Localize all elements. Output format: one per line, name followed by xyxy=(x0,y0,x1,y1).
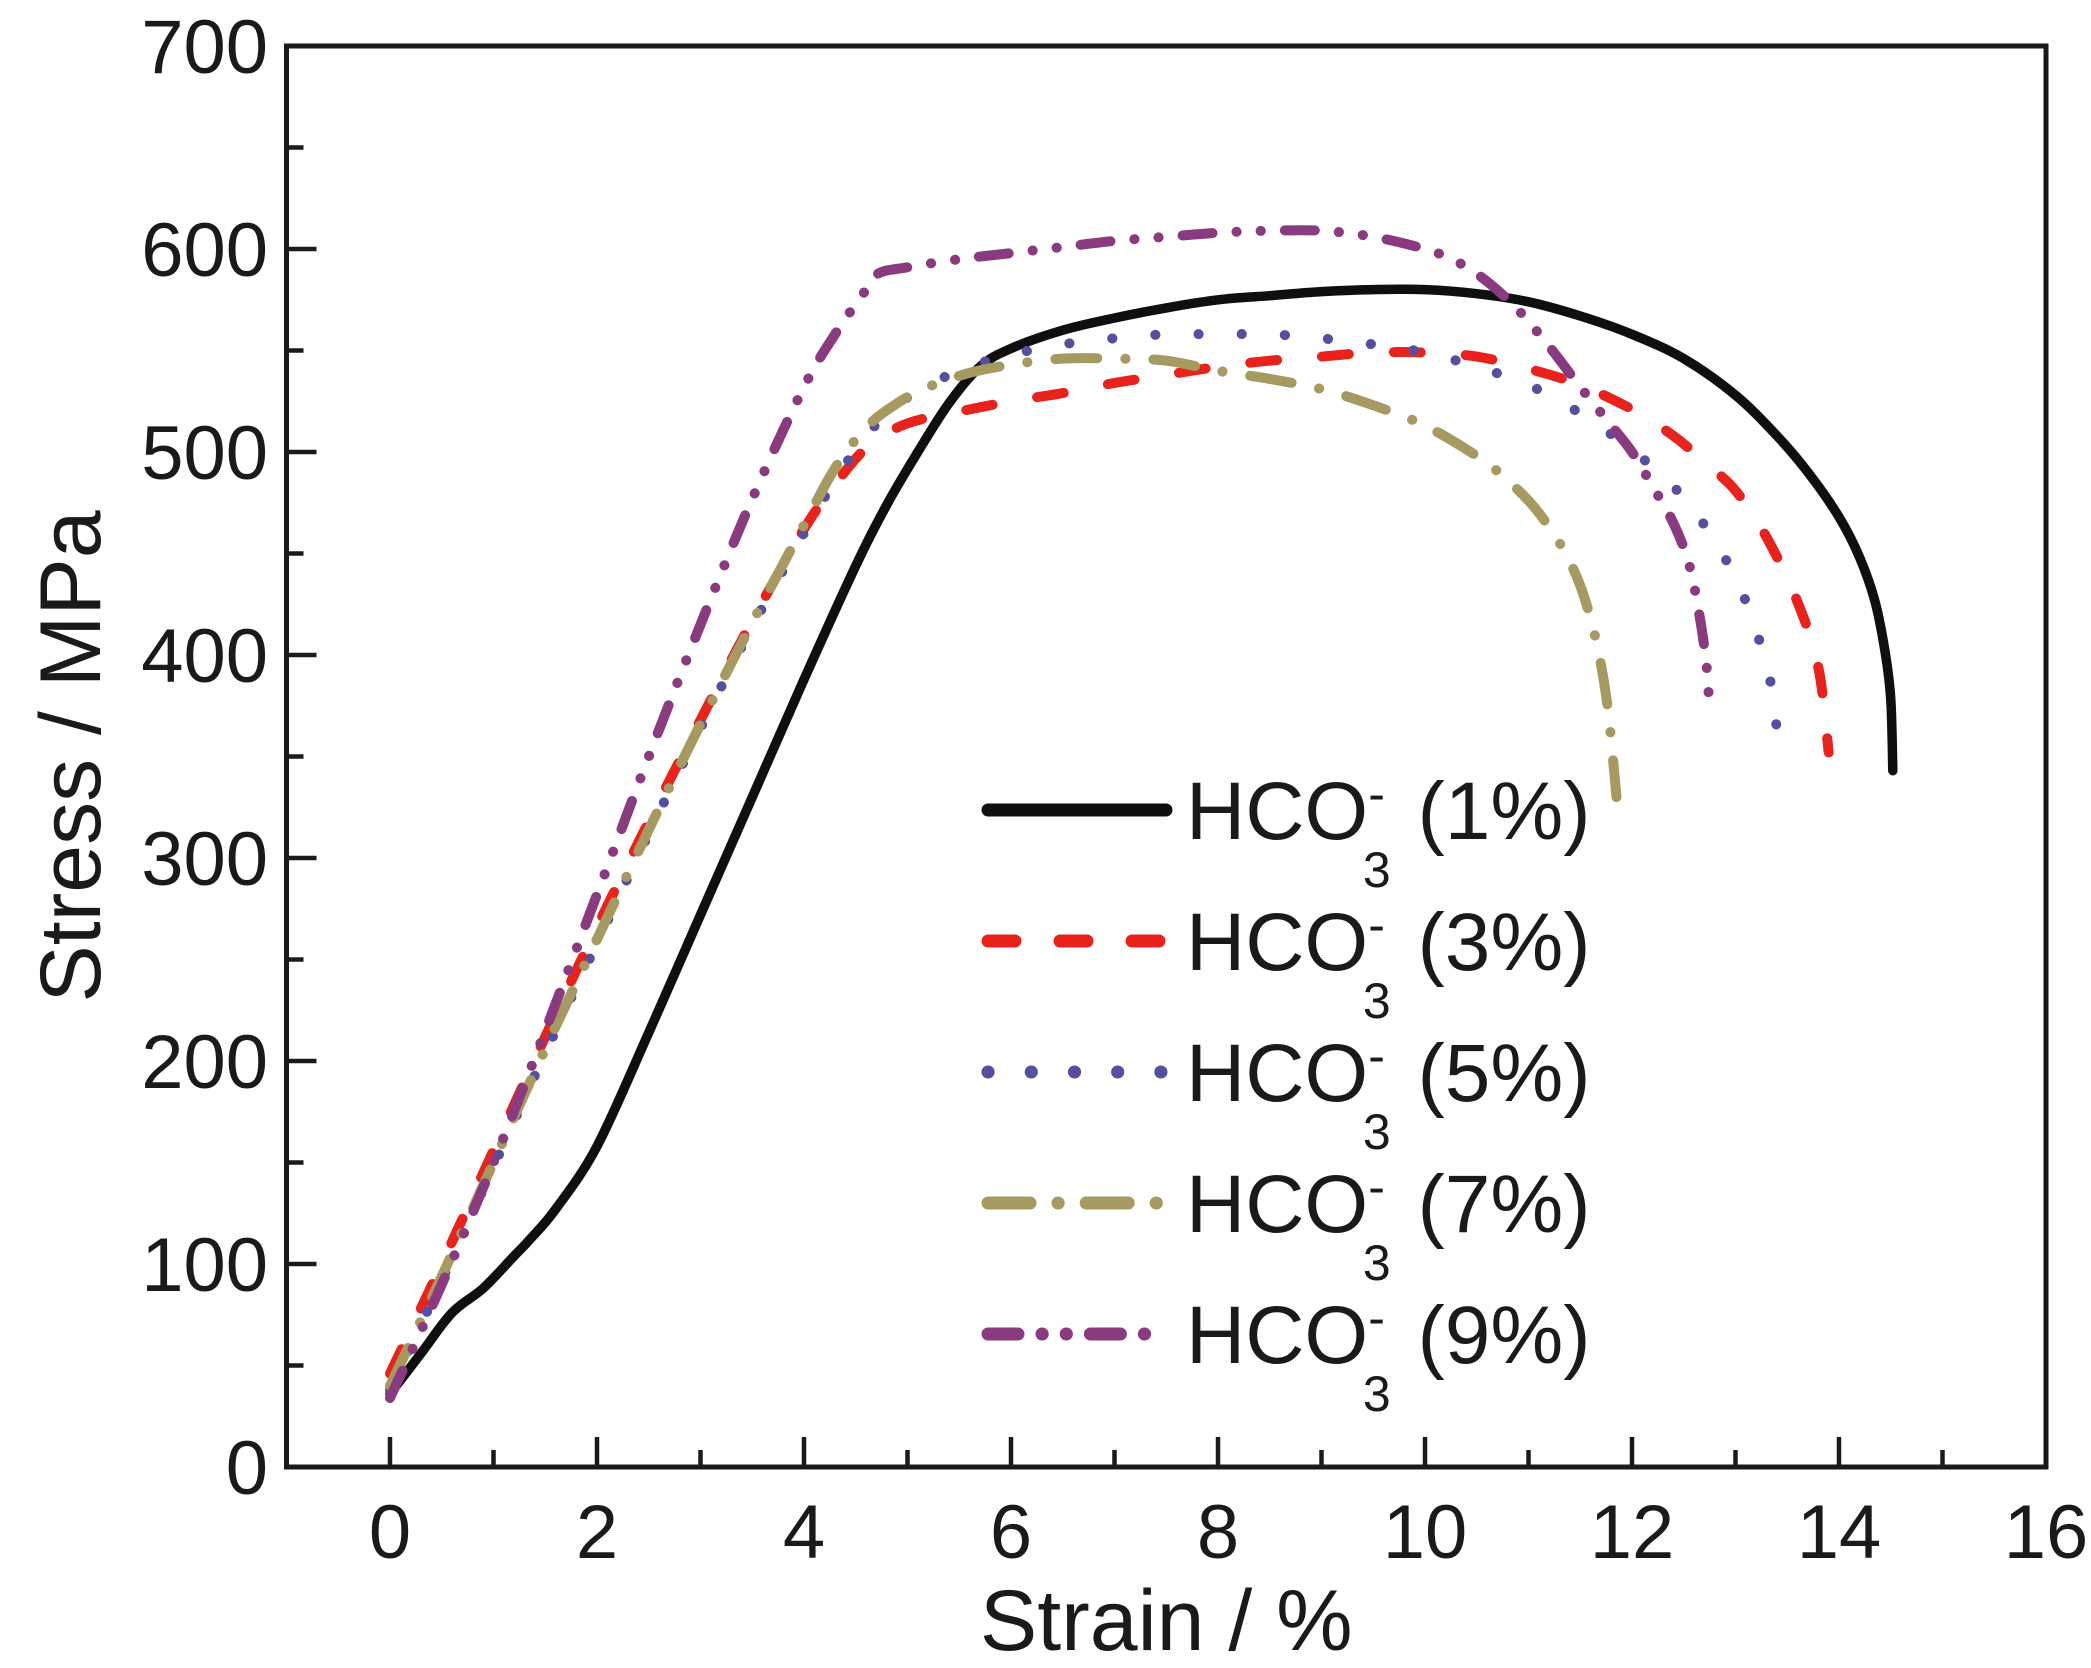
legend: HCO-3 (1%)HCO-3 (3%)HCO-3 (5%)HCO-3 (7%)… xyxy=(981,766,1591,1422)
x-tick-label: 14 xyxy=(1797,1490,1882,1575)
x-tick-label: 10 xyxy=(1383,1490,1468,1575)
y-tick-label: 0 xyxy=(226,1426,268,1511)
legend-item-hco3-5pct: HCO-3 (5%) xyxy=(981,1028,1591,1160)
curve-hco3-9pct xyxy=(385,225,1715,1403)
axes-layer: 0 2 4 6 8 10 12 14 16 0 100 200 300 400 500 600 700 Strai… xyxy=(23,5,2088,1668)
legend-item-hco3-3pct: HCO-3 (3%) xyxy=(981,897,1591,1029)
legend-label-hco3-7pct: HCO-3 (7%) xyxy=(1186,1159,1591,1291)
y-axis-title: Stress / MPa xyxy=(23,510,119,1002)
legend-label-hco3-3pct: HCO-3 (3%) xyxy=(1186,897,1591,1029)
plot-border xyxy=(284,43,2049,1470)
x-tick-label: 16 xyxy=(2004,1490,2089,1575)
x-tick-label: 8 xyxy=(1197,1490,1239,1575)
legend-label-hco3-9pct: HCO-3 (9%) xyxy=(1186,1290,1591,1422)
curve-hco3-7pct xyxy=(385,353,1622,1391)
curves-layer xyxy=(385,225,1898,1403)
legend-label-hco3-1pct: HCO-3 (1%) xyxy=(1186,766,1591,898)
legend-item-hco3-1pct: HCO-3 (1%) xyxy=(981,766,1591,898)
legend-item-hco3-9pct: HCO-3 (9%) xyxy=(981,1290,1591,1422)
curve-hco3-1pct xyxy=(385,284,1898,1399)
x-tick-label: 6 xyxy=(990,1490,1032,1575)
y-tick-label: 300 xyxy=(141,817,268,902)
x-tick-label: 2 xyxy=(576,1490,618,1575)
legend-label-hco3-5pct: HCO-3 (5%) xyxy=(1186,1028,1591,1160)
x-axis-title: Strain / % xyxy=(980,1573,1353,1668)
x-tick-label: 0 xyxy=(369,1490,411,1575)
y-tick-label: 200 xyxy=(141,1020,268,1105)
y-tick-label: 100 xyxy=(141,1223,268,1308)
curve-hco3-3pct xyxy=(385,347,1834,1379)
x-tick-label: 12 xyxy=(1590,1490,1675,1575)
legend-item-hco3-7pct: HCO-3 (7%) xyxy=(981,1159,1591,1291)
y-tick-label: 600 xyxy=(141,208,268,293)
x-tick-label: 4 xyxy=(783,1490,825,1575)
y-tick-label: 400 xyxy=(141,614,268,699)
y-tick-label: 700 xyxy=(141,5,268,90)
y-tick-label: 500 xyxy=(141,411,268,496)
